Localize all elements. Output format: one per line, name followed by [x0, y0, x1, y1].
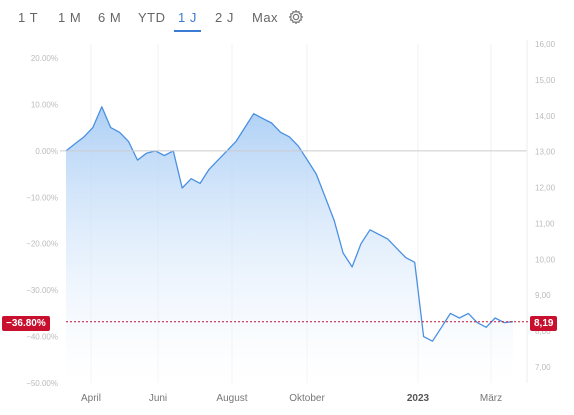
tab-max[interactable]: Max — [252, 10, 279, 25]
left-tick-label: 10.00% — [31, 100, 58, 109]
right-tick-label: 7,00 — [535, 363, 551, 372]
x-tick-label: März — [480, 393, 502, 404]
tab-1-m[interactable]: 1 M — [58, 10, 82, 25]
right-tick-label: 16,00 — [535, 40, 556, 49]
left-tick-label: −40.00% — [26, 333, 58, 342]
left-tick-label: −20.00% — [26, 240, 58, 249]
right-tick-label: 14,00 — [535, 112, 556, 121]
x-tick-label: 2023 — [407, 393, 430, 404]
left-tick-label: 0.00% — [35, 147, 58, 156]
area-fill — [66, 106, 513, 384]
current-price-badge: 8,19 — [530, 316, 558, 331]
left-tick-label: 20.00% — [31, 54, 58, 63]
x-tick-label: April — [81, 393, 101, 404]
tab-2-j[interactable]: 2 J — [215, 10, 234, 25]
x-tick-label: Juni — [149, 393, 167, 404]
tab-1-j[interactable]: 1 J — [174, 10, 201, 32]
current-percent-badge: −36.80% — [2, 316, 50, 331]
x-tick-label: August — [216, 393, 247, 404]
right-tick-label: 10,00 — [535, 255, 556, 264]
range-tabs: 1 T 1 M 6 M YTD 1 J 2 J Max — [0, 0, 574, 34]
tab-ytd[interactable]: YTD — [138, 10, 166, 25]
tab-6-m[interactable]: 6 M — [98, 10, 122, 25]
right-tick-label: 12,00 — [535, 184, 556, 193]
tab-1-t[interactable]: 1 T — [18, 10, 39, 25]
price-line — [65, 106, 514, 342]
gear-icon[interactable] — [288, 9, 304, 25]
right-tick-label: 9,00 — [535, 291, 551, 300]
x-tick-label: Oktober — [289, 393, 325, 404]
right-tick-label: 8,00 — [535, 327, 551, 336]
right-tick-label: 15,00 — [535, 76, 556, 85]
right-tick-label: 13,00 — [535, 148, 556, 157]
left-tick-label: −10.00% — [26, 193, 58, 202]
right-tick-label: 11,00 — [535, 219, 555, 228]
left-tick-label: −30.00% — [26, 286, 58, 295]
left-tick-label: −50.00% — [26, 379, 58, 388]
